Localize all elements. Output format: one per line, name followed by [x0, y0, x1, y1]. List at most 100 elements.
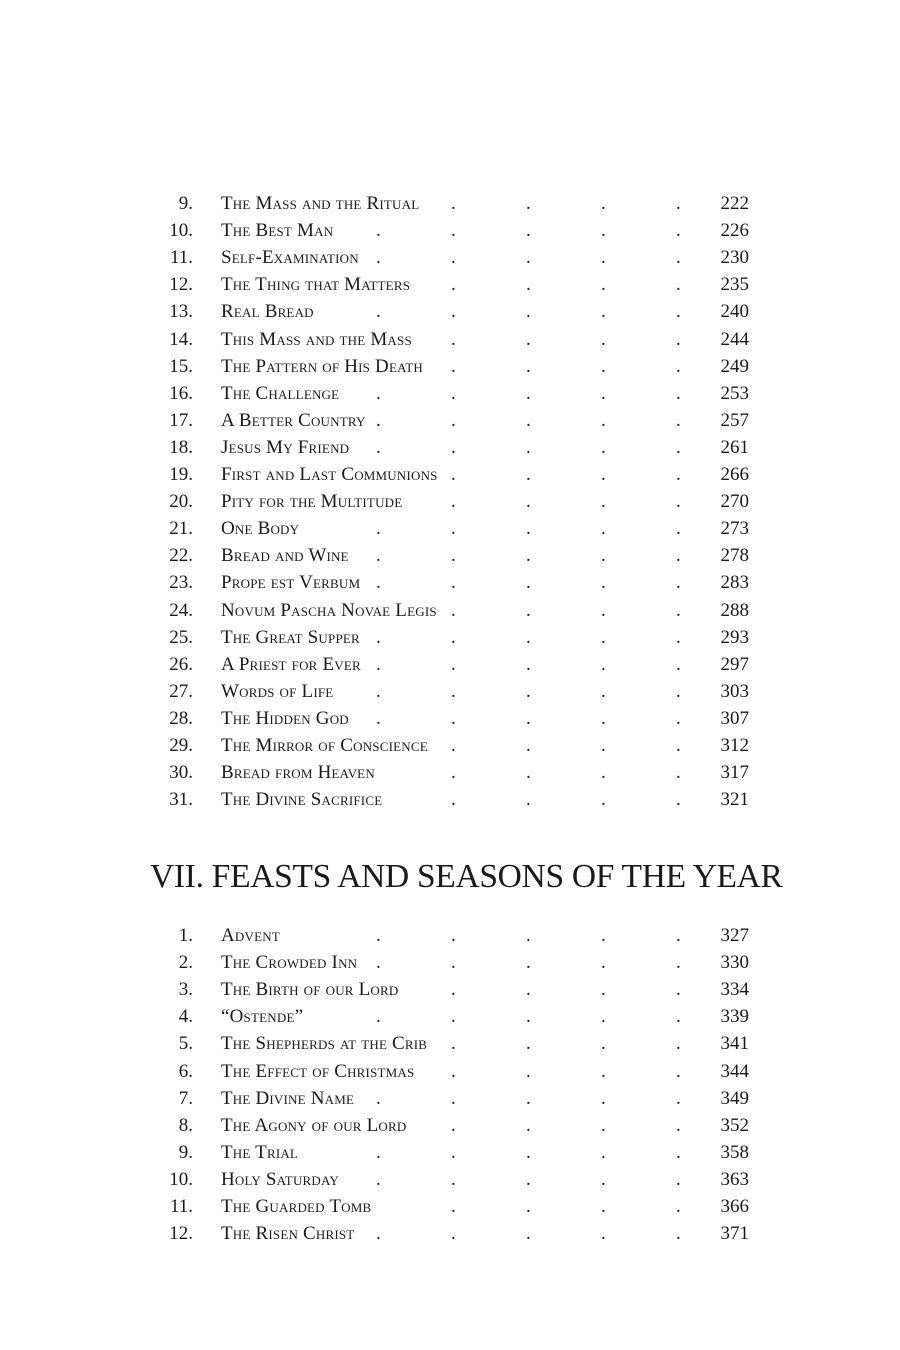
leader-dot: . [526, 1114, 531, 1136]
leader-dot: . [676, 707, 681, 729]
entry-title: The Trial [221, 1141, 299, 1163]
entry-number: 31. [169, 789, 193, 811]
leader-dot: . [376, 220, 381, 242]
leader-dot: . [376, 545, 381, 567]
toc-entry[interactable]: 20. Pity for the Multitude 270.... [0, 488, 900, 515]
toc-entry[interactable]: 13. Real Bread 240..... [0, 298, 900, 325]
toc-entry[interactable]: 31. The Divine Sacrifice 321.... [0, 786, 900, 813]
toc-entry[interactable]: 27. Words of Life 303..... [0, 678, 900, 705]
entry-number: 4. [178, 1006, 193, 1028]
entry-page-number: 244 [720, 328, 750, 350]
leader-dot: . [601, 1033, 606, 1055]
leader-dot: . [601, 464, 606, 485]
leader-dot: . [526, 979, 531, 1001]
leader-dot: . [451, 952, 456, 974]
leader-dot: . [451, 572, 456, 594]
leader-dot: . [676, 274, 681, 296]
entry-page-number: 317 [720, 762, 750, 784]
toc-entry[interactable]: 30. Bread from Heaven 317.... [0, 759, 900, 786]
entry-title: The Crowded Inn [221, 952, 358, 974]
leader-dot: . [451, 220, 456, 242]
leader-dot: . [601, 436, 606, 458]
entry-page-number: 366 [720, 1196, 750, 1217]
leader-dot: . [376, 436, 381, 458]
leader-dot: . [676, 220, 681, 242]
toc-entry[interactable]: 15. The Pattern of His Death 249.... [0, 353, 900, 380]
leader-dot: . [676, 328, 681, 350]
toc-entry[interactable]: 28. The Hidden God 307..... [0, 705, 900, 732]
toc-entry[interactable]: 14. This Mass and the Mass 244.... [0, 326, 900, 353]
entry-number: 26. [169, 653, 193, 675]
toc-entry[interactable]: 19. First and Last Communions 266.... [0, 461, 900, 488]
leader-dot: . [376, 518, 381, 540]
toc-entry[interactable]: 21. One Body 273..... [0, 515, 900, 542]
toc-entry[interactable]: 8. The Agony of our Lord 352.... [0, 1112, 900, 1139]
entry-page-number: 321 [720, 789, 750, 811]
toc-entry[interactable]: 25. The Great Supper 293..... [0, 624, 900, 651]
leader-dot: . [451, 545, 456, 567]
toc-entry[interactable]: 16. The Challenge 253..... [0, 380, 900, 407]
entry-title: “Ostende” [221, 1006, 304, 1028]
toc-entry[interactable]: 10. Holy Saturday 363..... [0, 1166, 900, 1193]
leader-dot: . [676, 1060, 681, 1082]
leader-dot: . [526, 301, 531, 323]
leader-dot: . [526, 1087, 531, 1109]
leader-dot: . [376, 1168, 381, 1190]
toc-entry[interactable]: 6. The Effect of Christmas 344.... [0, 1058, 900, 1085]
leader-dot: . [526, 464, 531, 485]
entry-title: The Divine Name [221, 1087, 355, 1109]
toc-entry[interactable]: 3. The Birth of our Lord 334.... [0, 976, 900, 1003]
leader-dot: . [526, 1168, 531, 1190]
leader-dot: . [676, 193, 681, 214]
toc-entry[interactable]: 12. The Risen Christ 371..... [0, 1220, 900, 1247]
entry-page-number: 266 [720, 464, 750, 485]
toc-entry[interactable]: 10. The Best Man 226..... [0, 217, 900, 244]
leader-dot: . [526, 789, 531, 811]
entry-title: Bread and Wine [221, 545, 349, 567]
leader-dot: . [451, 1141, 456, 1163]
toc-entry[interactable]: 18. Jesus My Friend 261..... [0, 434, 900, 461]
entry-number: 22. [169, 545, 193, 567]
toc-entry[interactable]: 11. Self-Examination 230..... [0, 244, 900, 271]
entry-title: The Best Man [221, 220, 334, 242]
leader-dot: . [676, 1087, 681, 1109]
leader-dot: . [451, 735, 456, 756]
toc-entry[interactable]: 9. The Mass and the Ritual 222.... [0, 190, 900, 217]
toc-entry[interactable]: 5. The Shepherds at the Crib 341.... [0, 1030, 900, 1057]
leader-dot: . [601, 518, 606, 540]
entry-page-number: 341 [720, 1033, 750, 1055]
toc-entry[interactable]: 11. The Guarded Tomb 366.... [0, 1193, 900, 1220]
leader-dot: . [676, 355, 681, 377]
entry-number: 2. [178, 952, 193, 974]
toc-entry[interactable]: 29. The Mirror of Conscience 312.... [0, 732, 900, 759]
leader-dot: . [676, 979, 681, 1001]
leader-dot: . [451, 247, 456, 269]
toc-entry[interactable]: 24. Novum Pascha Novae Legis 288.... [0, 597, 900, 624]
entry-number: 9. [178, 1141, 193, 1163]
leader-dot: . [451, 409, 456, 431]
entry-title: A Better Country [221, 409, 366, 431]
toc-entry[interactable]: 23. Prope est Verbum 283..... [0, 569, 900, 596]
toc-entry[interactable]: 7. The Divine Name 349..... [0, 1085, 900, 1112]
toc-entry[interactable]: 4. “Ostende” 339..... [0, 1003, 900, 1030]
toc-entry[interactable]: 1. Advent 327..... [0, 922, 900, 949]
toc-entry[interactable]: 12. The Thing that Matters 235.... [0, 271, 900, 298]
toc-entry[interactable]: 26. A Priest for Ever 297..... [0, 651, 900, 678]
leader-dot: . [676, 436, 681, 458]
leader-dot: . [376, 952, 381, 974]
leader-dot: . [451, 979, 456, 1001]
leader-dot: . [601, 247, 606, 269]
leader-dot: . [451, 1060, 456, 1082]
toc-entry[interactable]: 22. Bread and Wine 278..... [0, 542, 900, 569]
toc-entry[interactable]: 2. The Crowded Inn 330..... [0, 949, 900, 976]
toc-entry[interactable]: 17. A Better Country 257..... [0, 407, 900, 434]
section-heading: VII. FEASTS AND SEASONS OF THE YEAR [150, 858, 783, 895]
entry-page-number: 283 [720, 572, 750, 594]
toc-entry[interactable]: 9. The Trial 358..... [0, 1139, 900, 1166]
entry-page-number: 257 [720, 409, 750, 431]
entry-page-number: 278 [720, 545, 750, 567]
leader-dot: . [601, 193, 606, 214]
leader-dot: . [601, 1114, 606, 1136]
entry-page-number: 339 [720, 1006, 750, 1028]
leader-dot: . [376, 680, 381, 702]
